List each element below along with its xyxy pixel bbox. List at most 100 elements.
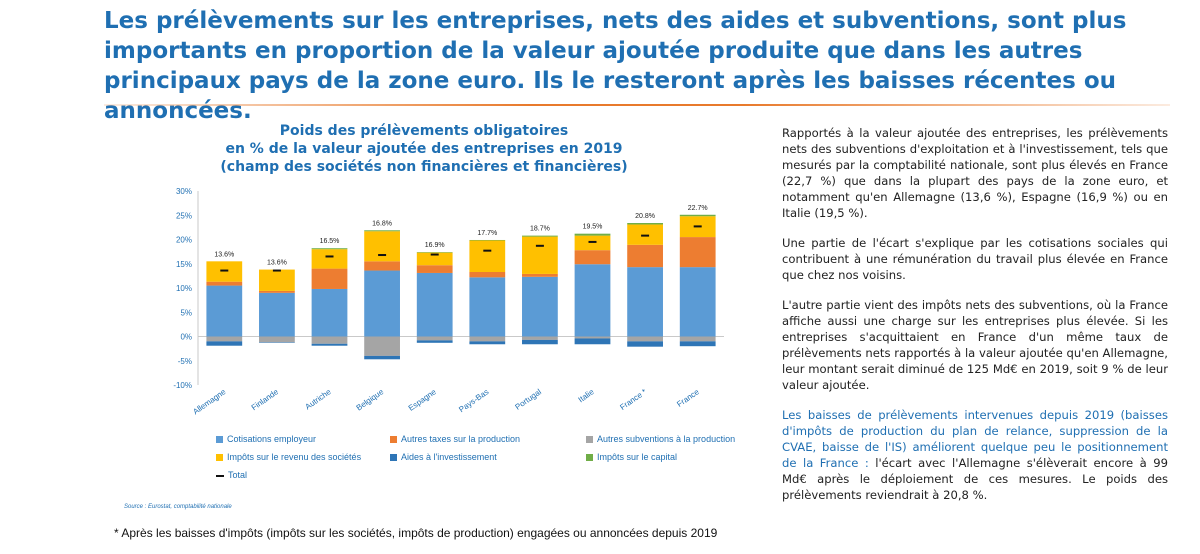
bar-segment	[627, 341, 663, 347]
legend-item-total: Total	[216, 470, 247, 480]
bar-segment	[311, 288, 348, 337]
bar-segment	[522, 273, 558, 277]
bar-segment	[469, 239, 506, 241]
bar-segment	[259, 290, 295, 293]
bar-segment	[364, 355, 400, 360]
bar-segment	[416, 340, 453, 343]
total-data-label: 16.5%	[320, 238, 340, 245]
bar-segment	[469, 240, 506, 272]
bar-segment	[311, 249, 348, 269]
legend-swatch-impots-capital	[586, 454, 593, 462]
commentary-continuation: l'écart avec l'Allemagne s'élèverait enc…	[782, 456, 1168, 502]
chart-title-line-2: en % de la valeur ajoutée des entreprise…	[225, 141, 623, 157]
legend-label-impots-capital: Impôts sur le capital	[597, 452, 678, 462]
headline-divider	[104, 104, 1170, 106]
y-tick-label: 10%	[176, 284, 192, 293]
bar-segment	[469, 336, 506, 342]
bar-segment	[364, 230, 400, 232]
total-data-label: 16.9%	[425, 242, 445, 249]
bar-segment	[679, 336, 716, 342]
chart-title: Poids des prélèvements obligatoires en %…	[104, 122, 744, 176]
bar-segment	[259, 342, 295, 343]
commentary-paragraph-4: Les baisses de prélèvements intervenues …	[782, 407, 1168, 503]
y-tick-label: -10%	[173, 381, 192, 390]
legend-swatch-impots-revenu	[216, 454, 223, 462]
total-data-label: 16.8%	[372, 220, 392, 227]
bar-segment	[522, 276, 558, 337]
bar-segment	[522, 236, 558, 274]
legend-swatch-autres-subventions	[586, 436, 593, 444]
bar-segment	[627, 223, 663, 225]
bar-segment	[259, 336, 295, 343]
bar-segment	[364, 270, 400, 337]
bar-segment	[469, 341, 506, 345]
legend-swatch-autres-taxes	[390, 436, 397, 444]
x-category-label: France *	[618, 387, 648, 412]
x-category-label: Portugal	[513, 387, 543, 412]
bar-segment	[522, 235, 558, 237]
x-category-label: France	[675, 387, 701, 409]
chart-footnote: * Après les baisses d'impôts (impôts sur…	[114, 526, 718, 540]
x-category-label: Autriche	[303, 387, 333, 412]
bar-segment	[679, 237, 716, 268]
bar-segment	[206, 341, 243, 346]
bar-segment	[679, 267, 716, 337]
bar-segment	[679, 214, 716, 217]
total-data-label: 13.6%	[267, 260, 287, 267]
x-category-label: Finlande	[250, 387, 281, 412]
bar-segment	[522, 336, 558, 340]
legend-item-impots-capital: Impôts sur le capital	[586, 452, 677, 462]
bar-segment	[627, 336, 663, 342]
bar-segment	[311, 248, 348, 250]
bar-segment	[206, 281, 243, 286]
bar-segment	[416, 252, 453, 253]
bar-segment	[416, 252, 453, 266]
x-category-label: Belgique	[355, 387, 386, 413]
total-data-label: 22.7%	[688, 205, 708, 212]
commentary-highlight: Les baisses de prélèvements intervenues …	[782, 408, 1168, 470]
total-data-label: 20.8%	[635, 213, 655, 220]
bar-segment	[627, 267, 663, 337]
y-tick-label: 5%	[180, 308, 192, 317]
bar-segment	[469, 271, 506, 278]
commentary-paragraph-1: Rapportés à la valeur ajoutée des entrep…	[782, 126, 1168, 220]
total-data-label: 13.6%	[214, 251, 234, 258]
legend-label-autres-subventions: Autres subventions à la production	[597, 434, 736, 444]
legend-item-autres-taxes: Autres taxes sur la production	[390, 434, 520, 444]
x-category-label: Pays-Bas	[457, 387, 490, 414]
legend-label-autres-taxes: Autres taxes sur la production	[401, 434, 521, 444]
bar-segment	[259, 269, 295, 291]
y-tick-label: -5%	[178, 357, 192, 366]
bar-segment	[311, 343, 348, 346]
bar-segment	[574, 338, 611, 345]
bar-segment	[574, 233, 611, 236]
bar-segment	[679, 341, 716, 347]
chart-title-line-3: (champ des sociétés non financières et f…	[220, 159, 628, 175]
stacked-bar-chart: 30% 25% 20% 15% 10% 5% 0% -5% -10% 13.6% Allemagne…	[173, 187, 724, 416]
y-tick-label: 15%	[176, 260, 192, 269]
bar-segment	[574, 250, 611, 265]
x-category-label: Italie	[577, 387, 596, 404]
x-category-label: Espagne	[407, 387, 438, 413]
legend-item-autres-subventions: Autres subventions à la production	[586, 434, 735, 444]
legend-item-aides-investissement: Aides à l'investissement	[390, 452, 497, 462]
total-data-label: 19.5%	[583, 224, 603, 231]
bar-segment	[416, 272, 453, 337]
bar-segment	[469, 277, 506, 337]
bar-segment	[259, 292, 295, 337]
chart-source: Source : Eurostat, comptabilité national…	[124, 504, 232, 510]
commentary-paragraph-2: Une partie de l'écart s'explique par les…	[782, 236, 1168, 282]
legend-swatch-total	[216, 474, 224, 477]
bar-segment	[627, 244, 663, 268]
legend-label-cotisations: Cotisations employeur	[227, 434, 317, 444]
legend-label-total: Total	[228, 470, 248, 480]
bar-segment	[311, 268, 348, 289]
bar-segment	[522, 339, 558, 345]
bar-segment	[206, 336, 243, 342]
y-tick-label: 20%	[176, 236, 192, 245]
chart-title-line-1: Poids des prélèvements obligatoires	[279, 123, 569, 139]
bar-segment	[416, 265, 453, 273]
commentary-column: Rapportés à la valeur ajoutée des entrep…	[782, 125, 1168, 517]
bar-segment	[364, 261, 400, 271]
bar-segment	[311, 336, 348, 344]
